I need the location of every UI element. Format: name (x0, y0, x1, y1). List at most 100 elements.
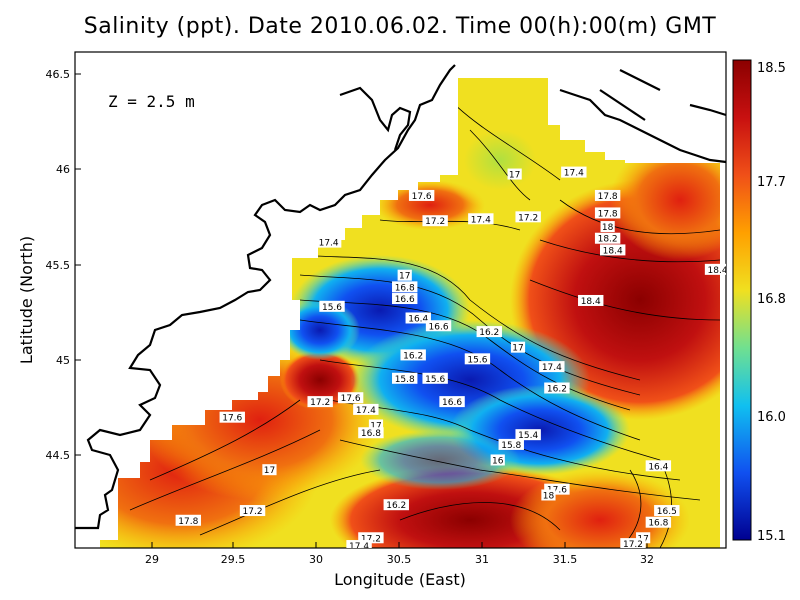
contour-label-background (544, 382, 570, 394)
contour-label-background (405, 312, 431, 324)
colorbar-label: 16.8 (757, 292, 786, 307)
contour-label: 17.6 (219, 411, 245, 424)
contour-label-text: 17 (264, 466, 275, 476)
contour-label-text: 17.6 (412, 192, 432, 202)
contour-label-background (175, 514, 201, 526)
contour-label-background (337, 392, 364, 404)
contour-label-background (383, 499, 409, 511)
contour-label: 18 (600, 221, 615, 233)
contour-label-background (315, 236, 342, 248)
contour-label: 16.6 (392, 293, 418, 305)
contour-label-text: 16.6 (442, 398, 462, 408)
y-tick-labels: 46.5 46 45.5 45 44.5 (46, 68, 71, 462)
contour-label: 17.4 (353, 403, 379, 416)
contour-label-background (594, 189, 621, 201)
contour-label: 17.6 (408, 189, 435, 202)
axis-ticks (75, 73, 648, 548)
x-tick-label: 31 (475, 553, 489, 566)
contour-label-text: 18.4 (581, 297, 601, 307)
contour-label-text: 17.4 (542, 363, 562, 373)
contour-label: 16.2 (544, 382, 570, 395)
contour-label-background (539, 361, 565, 373)
contour-label-text: 17.2 (243, 507, 263, 517)
contour-label: 17 (368, 419, 384, 431)
contour-label-text: 17.4 (349, 542, 369, 552)
contour-label-background (636, 532, 651, 544)
contour-label-background (620, 538, 646, 548)
contour-label-background (219, 411, 245, 423)
colorbar-label: 18.5 (757, 61, 786, 76)
contour-label-background (507, 168, 522, 180)
contour-label-background (262, 464, 277, 476)
contour-label-background (498, 438, 524, 450)
contour-label-text: 16.6 (429, 322, 449, 332)
contour-label-text: 16.2 (403, 351, 423, 361)
contour-label-background (439, 396, 465, 408)
contour-label-background (307, 396, 333, 408)
y-tick-label: 45 (56, 354, 70, 367)
contour-label: 16.6 (425, 320, 452, 332)
contour-label-background (468, 213, 494, 225)
contour-label-background (594, 232, 621, 244)
contour-label-background (510, 341, 526, 353)
x-tick-labels: 29 29.5 30 30.5 31 31.5 32 (145, 553, 654, 566)
contour-label: 17.2 (515, 211, 541, 223)
contour-label-text: 17.4 (356, 406, 376, 416)
contour-label-text: 17 (509, 171, 520, 181)
contour-label-text: 17.6 (547, 486, 567, 496)
contour-label: 17.8 (594, 207, 621, 219)
contour-label-background (392, 293, 418, 305)
contour-label-background (600, 244, 626, 256)
contour-label-background (422, 215, 448, 227)
contour-label-text: 17.4 (471, 215, 491, 225)
y-tick-label: 46 (56, 163, 70, 176)
contour-label: 17 (510, 341, 526, 354)
contour-label: 17.2 (422, 215, 448, 227)
contour-label: 17.2 (358, 532, 384, 544)
contour-label: 17.4 (561, 166, 587, 179)
contour-label-text: 16.8 (395, 283, 415, 293)
contour-label: 16.2 (383, 499, 409, 511)
contour-label: 17.8 (594, 189, 621, 202)
x-tick-label: 29.5 (221, 553, 246, 566)
contour-label: 16.4 (405, 312, 431, 324)
contour-label-background (515, 429, 541, 441)
colorbar-label: 15.1 (757, 529, 786, 544)
map-title: Salinity (ppt). Date 2010.06.02. Time 00… (83, 14, 717, 39)
y-axis-title: Latitude (North) (17, 236, 36, 364)
contour-label: 18.4 (578, 294, 604, 307)
contour-label-text: 15.6 (322, 303, 342, 313)
contour-label-background (490, 454, 505, 466)
contour-label: 15.6 (319, 300, 345, 313)
contour-label-text: 17.4 (564, 169, 584, 179)
contour-label: 18 (541, 489, 556, 501)
contour-label-background (392, 281, 418, 293)
contour-label-text: 17.6 (222, 414, 242, 424)
contour-label-background (239, 505, 266, 517)
contour-label-background (464, 353, 491, 365)
colorbar-label: 16.0 (757, 410, 786, 425)
contour-label-text: 17.2 (310, 398, 330, 408)
contour-label: 17.6 (544, 483, 570, 496)
colorbar (732, 59, 752, 541)
contour-label-text: 16.2 (386, 501, 406, 511)
contour-label-text: 17.2 (623, 540, 643, 550)
contour-label: 16.8 (645, 516, 672, 529)
contour-label-background (397, 269, 412, 281)
contour-label: 17 (507, 168, 522, 181)
contour-label-background (600, 221, 615, 233)
contour-label: 17.2 (307, 396, 333, 408)
contour-label-text: 16.8 (361, 429, 381, 439)
colorbar-labels: 18.5 17.7 16.8 16.0 15.1 (757, 61, 786, 544)
y-tick-label: 44.5 (46, 449, 71, 462)
contour-label-text: 15.6 (425, 375, 445, 385)
contour-label-background (319, 300, 345, 312)
contour-label-background (704, 263, 726, 275)
plot-frame (74, 51, 727, 549)
contour-label: 15.6 (422, 372, 448, 385)
contour-label-text: 16.4 (408, 314, 428, 324)
y-tick-label: 46.5 (46, 68, 71, 81)
contour-label-background (422, 372, 448, 384)
contour-label: 17.8 (175, 514, 201, 527)
contour-label-text: 16.2 (547, 385, 567, 395)
